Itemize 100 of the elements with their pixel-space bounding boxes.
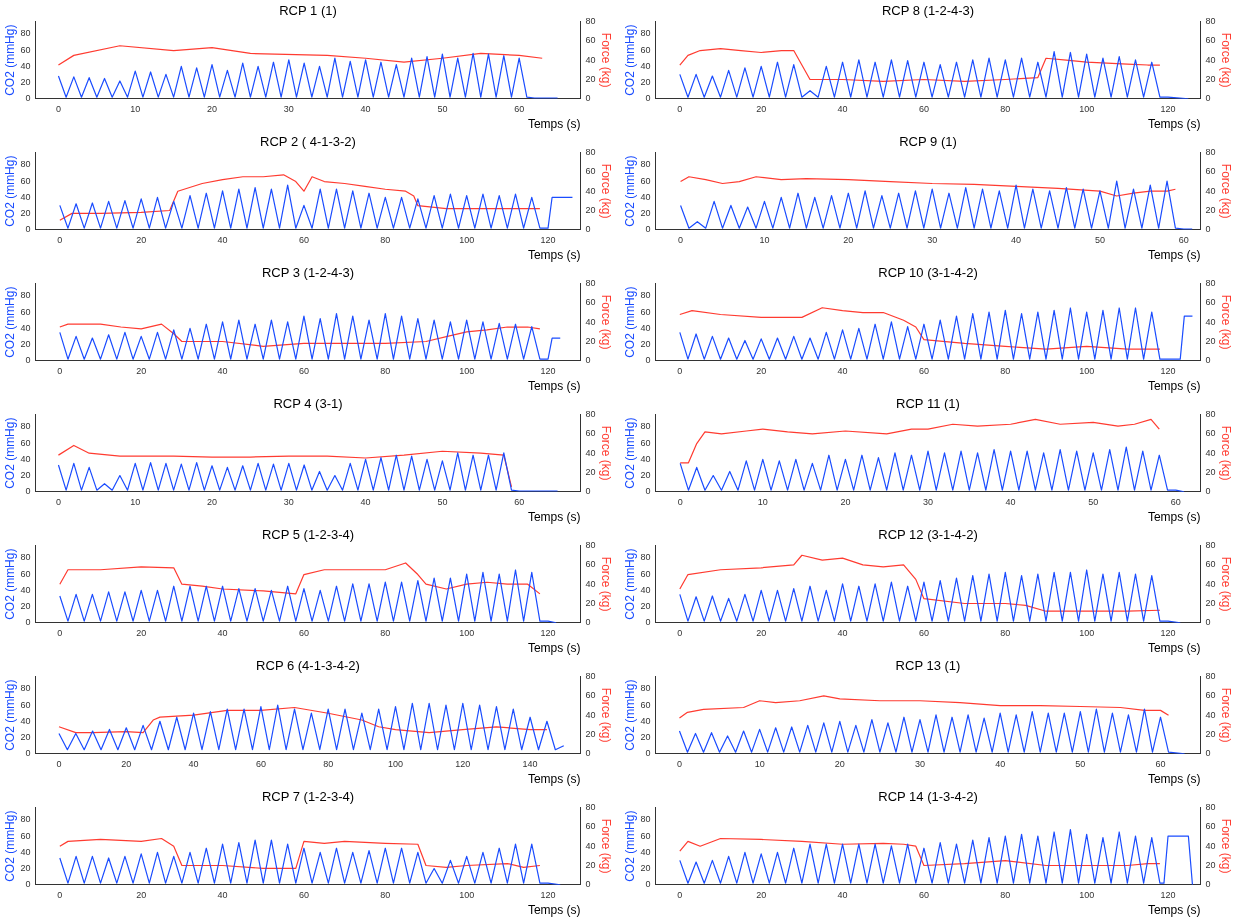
- x-tick-label: 60: [918, 103, 929, 114]
- y-tick-label: 0: [645, 224, 651, 235]
- y2-tick-label: 60: [1205, 821, 1216, 832]
- y-axis-title: CO2 (mmHg): [2, 548, 17, 620]
- y-tick-label: 40: [20, 191, 31, 202]
- y-tick-label: 20: [640, 863, 651, 874]
- x-tick-label: 0: [56, 758, 62, 769]
- x-tick-label: 0: [57, 365, 63, 376]
- y-tick-label: 20: [20, 208, 31, 219]
- y2-tick-label: 60: [585, 297, 596, 308]
- x-tick-label: 60: [918, 365, 929, 376]
- x-tick-label: 50: [1075, 758, 1086, 769]
- y2-tick-label: 0: [1205, 486, 1211, 497]
- x-tick-label: 120: [1160, 627, 1176, 638]
- x-tick-label: 20: [207, 103, 218, 114]
- chart-title: RCP 14 (1-3-4-2): [878, 789, 978, 805]
- y2-tick-label: 40: [1205, 54, 1216, 65]
- y2-tick-label: 0: [585, 224, 591, 235]
- y-tick-label: 60: [640, 44, 651, 55]
- x-tick-label: 120: [540, 889, 556, 900]
- y-tick-label: 20: [640, 208, 651, 219]
- y2-tick-label: 60: [1205, 166, 1216, 177]
- x-tick-label: 100: [459, 234, 475, 245]
- y-tick-label: 0: [645, 617, 651, 628]
- x-tick-label: 80: [380, 365, 391, 376]
- y2-tick-label: 20: [585, 466, 596, 477]
- x-tick-label: 60: [255, 758, 266, 769]
- y2-tick-label: 60: [585, 559, 596, 570]
- y-tick-label: 60: [640, 437, 651, 448]
- y2-tick-label: 60: [1205, 297, 1216, 308]
- x-tick-label: 80: [323, 758, 334, 769]
- x-tick-label: 50: [437, 103, 448, 114]
- x-tick-label: 30: [922, 496, 934, 507]
- y2-tick-label: 60: [585, 821, 596, 832]
- x-tick-label: 0: [678, 234, 684, 245]
- y-tick-label: 40: [640, 60, 651, 71]
- y2-tick-label: 60: [1205, 35, 1216, 46]
- y-tick-label: 0: [645, 93, 651, 104]
- x-tick-label: 40: [360, 496, 371, 507]
- y-tick-label: 80: [640, 28, 651, 39]
- y2-tick-label: 20: [1205, 73, 1216, 84]
- x-tick-label: 120: [540, 627, 556, 638]
- x-tick-label: 120: [540, 234, 556, 245]
- chart-title: RCP 9 (1): [899, 134, 957, 150]
- y-axis-title: CO2 (mmHg): [2, 286, 17, 358]
- y2-tick-label: 0: [1205, 224, 1211, 235]
- y2-tick-label: 0: [585, 879, 591, 890]
- y2-axis-title: Force (kg): [1219, 32, 1234, 88]
- y-tick-label: 60: [20, 437, 31, 448]
- y2-tick-label: 20: [585, 859, 596, 870]
- x-axis-title: Temps (s): [527, 510, 581, 525]
- y2-tick-label: 0: [585, 355, 591, 366]
- x-tick-label: 60: [298, 365, 309, 376]
- y2-axis-title: Force (kg): [1219, 425, 1234, 481]
- x-tick-label: 80: [1000, 627, 1011, 638]
- x-tick-label: 40: [1011, 234, 1022, 245]
- y-axis-title: CO2 (mmHg): [622, 155, 637, 227]
- x-axis-title: Temps (s): [1147, 510, 1201, 525]
- x-tick-label: 20: [136, 627, 147, 638]
- x-tick-label: 80: [380, 889, 391, 900]
- y2-tick-label: 0: [1205, 355, 1211, 366]
- x-tick-label: 40: [217, 234, 228, 245]
- y-tick-label: 60: [640, 830, 651, 841]
- x-tick-label: 40: [217, 627, 228, 638]
- y-axis-title: CO2 (mmHg): [2, 417, 17, 489]
- y2-tick-label: 60: [585, 166, 596, 177]
- x-tick-label: 0: [55, 103, 61, 114]
- x-tick-label: 40: [360, 103, 371, 114]
- y-tick-label: 60: [20, 175, 31, 186]
- y-tick-label: 80: [640, 683, 651, 694]
- x-tick-label: 10: [759, 234, 770, 245]
- y2-tick-label: 40: [1205, 709, 1216, 720]
- x-tick-label: 40: [837, 627, 848, 638]
- y2-tick-label: 40: [585, 185, 596, 196]
- y-tick-label: 20: [20, 732, 31, 743]
- x-tick-label: 120: [1160, 889, 1176, 900]
- y-tick-label: 80: [640, 814, 651, 825]
- y2-tick-label: 40: [585, 840, 596, 851]
- x-tick-label: 80: [1000, 889, 1011, 900]
- y-tick-label: 40: [640, 191, 651, 202]
- y2-tick-label: 40: [1205, 316, 1216, 327]
- y2-tick-label: 40: [585, 447, 596, 458]
- y2-tick-label: 20: [585, 335, 596, 346]
- y2-tick-label: 40: [585, 709, 596, 720]
- y-tick-label: 0: [25, 748, 31, 759]
- y-tick-label: 0: [25, 617, 31, 628]
- y-tick-label: 60: [20, 568, 31, 579]
- x-tick-label: 50: [1094, 234, 1105, 245]
- y2-tick-label: 0: [585, 93, 591, 104]
- x-tick-label: 60: [1170, 496, 1181, 507]
- y-tick-label: 40: [20, 322, 31, 333]
- x-tick-label: 30: [283, 496, 294, 507]
- y-tick-label: 20: [20, 77, 31, 88]
- chart-title: RCP 4 (3-1): [273, 396, 343, 412]
- y2-axis-title: Force (kg): [599, 425, 614, 481]
- x-tick-label: 0: [55, 496, 61, 507]
- x-tick-label: 40: [837, 365, 848, 376]
- x-tick-label: 40: [217, 365, 228, 376]
- x-tick-label: 0: [677, 889, 683, 900]
- y2-axis-title: Force (kg): [599, 32, 614, 88]
